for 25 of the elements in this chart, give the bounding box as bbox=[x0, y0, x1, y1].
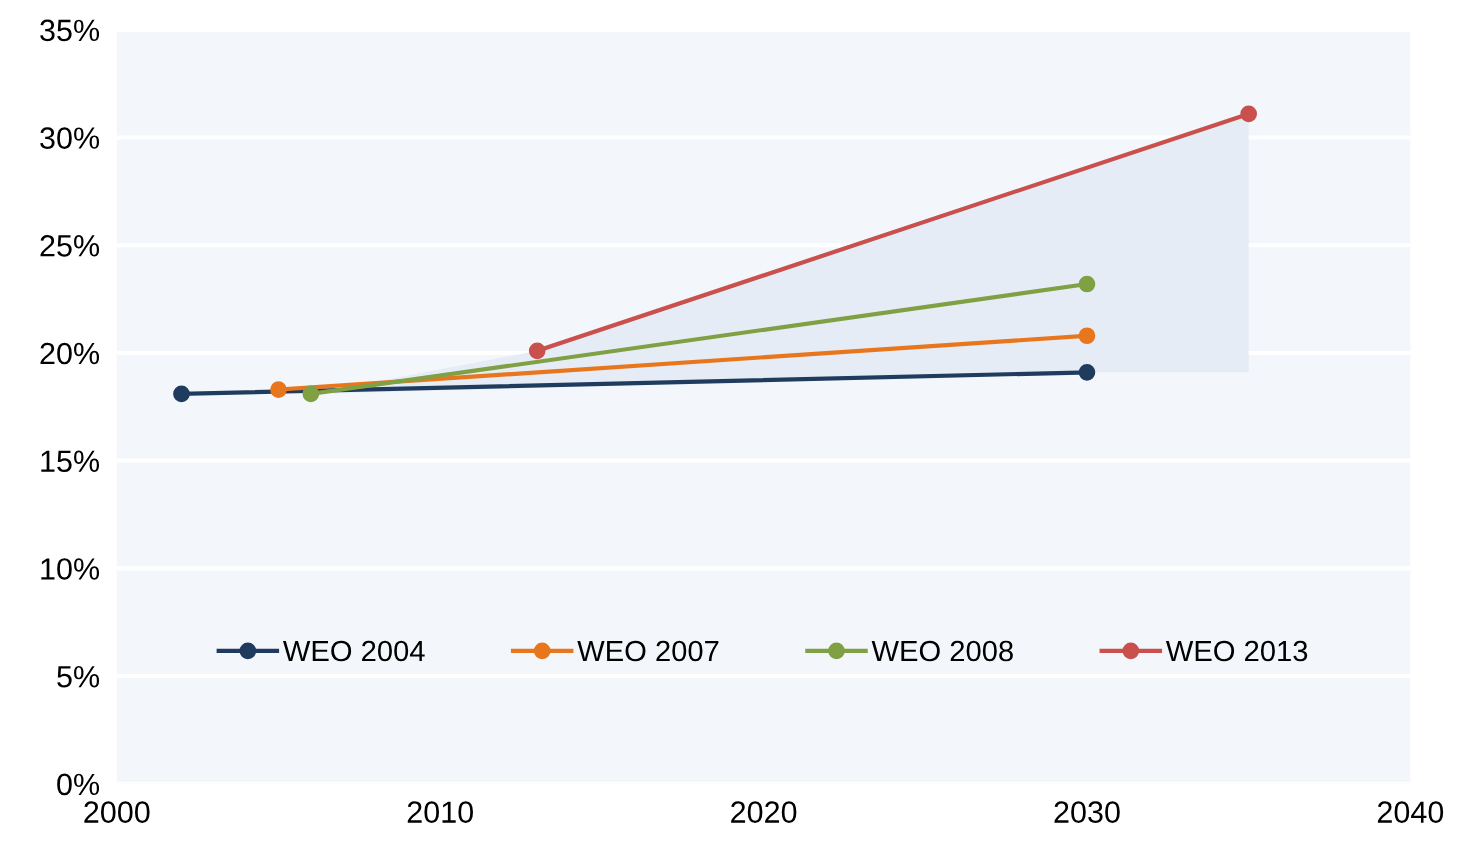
legend-label: WEO 2004 bbox=[282, 640, 425, 662]
y-tick-label: 25% bbox=[40, 234, 100, 257]
point bbox=[1078, 275, 1096, 293]
legend-label: WEO 2013 bbox=[1165, 640, 1308, 662]
point bbox=[270, 381, 287, 398]
x-tick-label: 2010 bbox=[407, 801, 473, 823]
legend-label: WEO 2007 bbox=[577, 640, 719, 662]
y-tick-label: 30% bbox=[40, 127, 100, 149]
point bbox=[1078, 327, 1096, 345]
y-tick-label: 10% bbox=[41, 558, 100, 580]
y-tick-label: 0% bbox=[57, 773, 100, 796]
y-tick-label: 35% bbox=[40, 19, 100, 42]
x-tick-label: 2030 bbox=[1054, 801, 1120, 823]
x-tick-label: 2000 bbox=[84, 801, 150, 823]
point bbox=[302, 385, 320, 403]
y-tick-label: 20% bbox=[40, 342, 100, 365]
y-tick-label: 5% bbox=[57, 665, 100, 688]
point bbox=[1078, 364, 1096, 381]
legend-label: WEO 2008 bbox=[871, 640, 1013, 662]
point bbox=[173, 385, 190, 403]
point bbox=[528, 342, 546, 360]
x-tick-label: 2020 bbox=[731, 801, 797, 823]
point bbox=[1240, 105, 1257, 123]
x-tick-label: 2040 bbox=[1377, 801, 1444, 823]
y-tick-label: 15% bbox=[41, 450, 100, 473]
